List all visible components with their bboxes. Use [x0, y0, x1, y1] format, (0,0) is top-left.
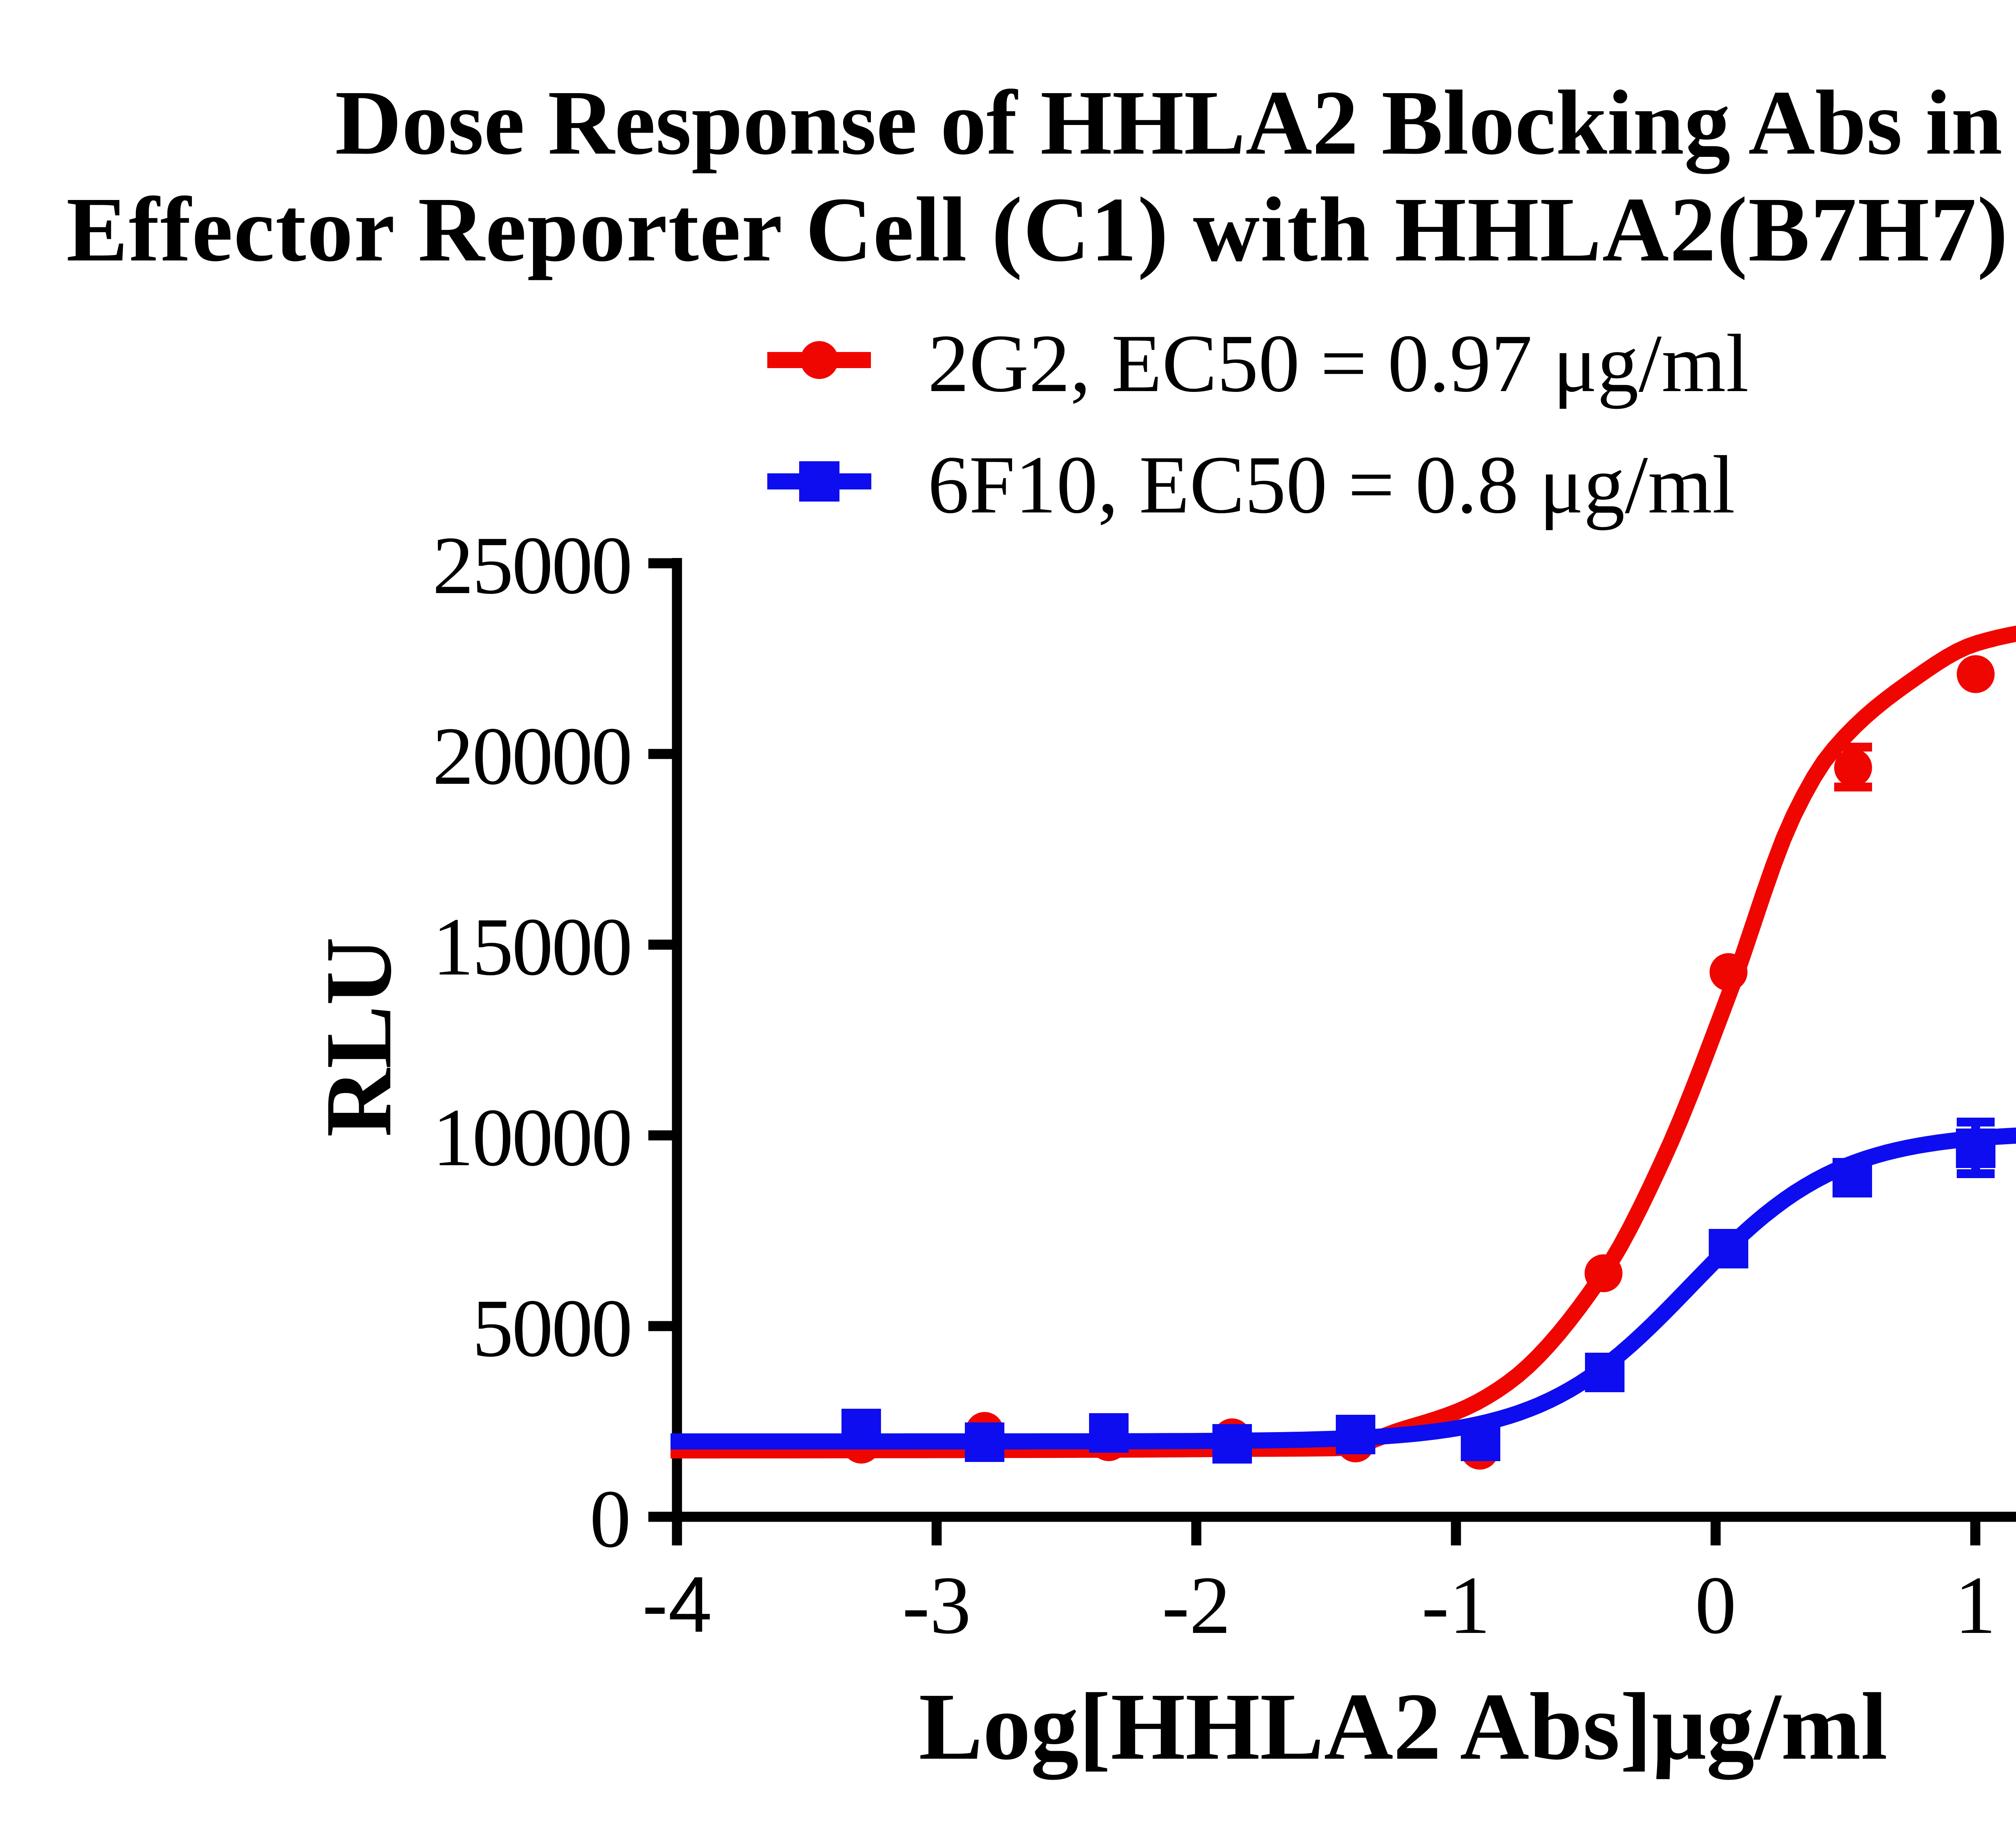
svg-text:0: 0: [590, 1473, 631, 1565]
svg-text:20000: 20000: [433, 710, 631, 802]
svg-text:6F10, EC50 = 0.8 μg/ml: 6F10, EC50 = 0.8 μg/ml: [928, 439, 1735, 531]
svg-text:-1: -1: [1422, 1560, 1491, 1651]
svg-text:Dose Response of HHLA2 Blockin: Dose Response of HHLA2 Blocking Abs in K…: [335, 71, 2016, 174]
svg-text:1: 1: [1955, 1560, 1996, 1651]
svg-text:15000: 15000: [433, 901, 631, 993]
svg-text:5000: 5000: [472, 1283, 631, 1374]
svg-text:Log[HHLA2 Abs]μg/ml: Log[HHLA2 Abs]μg/ml: [919, 1674, 1888, 1780]
svg-text:-4: -4: [642, 1560, 712, 1649]
svg-text:10000: 10000: [433, 1092, 631, 1183]
svg-text:2G2, EC50 = 0.97 μg/ml: 2G2, EC50 = 0.97 μg/ml: [928, 318, 1749, 409]
svg-text:-3: -3: [902, 1560, 971, 1651]
svg-text:25000: 25000: [433, 520, 631, 611]
svg-text:RLU: RLU: [306, 937, 411, 1137]
svg-text:Effector Reporter Cell (C1) wi: Effector Reporter Cell (C1) with HHLA2(B…: [66, 178, 2016, 281]
svg-text:-2: -2: [1162, 1560, 1231, 1651]
svg-text:0: 0: [1695, 1560, 1737, 1651]
